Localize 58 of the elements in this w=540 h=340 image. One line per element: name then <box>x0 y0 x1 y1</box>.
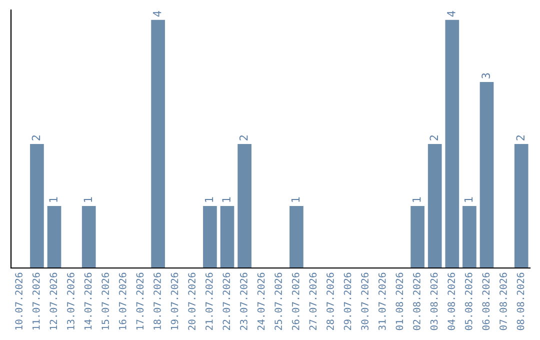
x-tick-label: 16.07.2026 <box>118 272 126 330</box>
x-tick-label: 04.08.2026 <box>448 272 455 330</box>
x-tick-label: 24.07.2026 <box>257 272 265 330</box>
data-label: 2 <box>239 135 248 140</box>
x-tick-label: 25.07.2026 <box>274 272 282 330</box>
bar <box>428 144 442 268</box>
x-tick-label: 11.07.2026 <box>32 272 40 330</box>
bar <box>238 144 252 268</box>
data-label: 1 <box>291 197 300 202</box>
x-tick-label: 15.07.2026 <box>102 272 109 330</box>
bar <box>410 206 424 268</box>
x-tick-label: 01.08.2026 <box>396 272 404 330</box>
data-label: 4 <box>153 10 162 17</box>
bar <box>47 206 62 268</box>
x-tick-label: 07.08.2026 <box>500 272 507 330</box>
x-tick-label: 03.08.2026 <box>430 272 438 330</box>
data-label: 1 <box>222 197 230 202</box>
x-tick-label: 23.07.2026 <box>240 272 248 330</box>
x-tick-label: 05.08.2026 <box>464 272 472 330</box>
bar <box>462 206 476 268</box>
x-tick-label: 18.07.2026 <box>154 272 161 330</box>
x-tick-label: 13.07.2026 <box>67 272 74 330</box>
bar <box>290 206 304 268</box>
x-tick-label: 26.07.2026 <box>292 272 300 330</box>
x-tick-label: 21.07.2026 <box>205 272 213 330</box>
data-label: 1 <box>412 197 421 202</box>
bar <box>203 206 217 268</box>
data-label: 1 <box>464 197 473 202</box>
bar <box>30 144 44 268</box>
x-tick-label: 20.07.2026 <box>188 272 196 330</box>
x-tick-label: 30.07.2026 <box>361 272 368 330</box>
x-tick-label: 12.07.2026 <box>50 272 58 330</box>
x-tick-label: 17.07.2026 <box>136 272 144 330</box>
data-label: 4 <box>447 10 456 17</box>
x-tick-label: 27.07.2026 <box>309 272 317 330</box>
data-label: 1 <box>204 197 214 202</box>
x-tick-label: 10.07.2026 <box>15 272 22 330</box>
bar <box>445 20 460 268</box>
x-tick-label: 06.08.2026 <box>482 272 490 330</box>
bar <box>514 144 528 268</box>
bar <box>480 82 494 268</box>
data-label: 2 <box>516 135 524 140</box>
x-tick-label: 28.07.2026 <box>326 272 334 330</box>
data-label: 1 <box>84 197 92 202</box>
data-label: 1 <box>49 197 58 202</box>
x-tick-label: 02.08.2026 <box>413 272 420 330</box>
x-tick-label: 31.07.2026 <box>378 272 386 330</box>
x-tick-label: 14.07.2026 <box>84 272 92 330</box>
x-tick-label: 08.08.2026 <box>516 272 524 330</box>
data-label: 3 <box>482 73 490 78</box>
data-label: 2 <box>32 135 40 140</box>
bar <box>151 20 165 268</box>
bar <box>220 206 234 268</box>
x-tick-label: 29.07.2026 <box>344 272 352 330</box>
x-tick-label: 22.07.2026 <box>222 272 230 330</box>
data-label: 2 <box>430 135 438 140</box>
bar <box>82 206 96 268</box>
x-tick-label: 19.07.2026 <box>170 272 178 330</box>
